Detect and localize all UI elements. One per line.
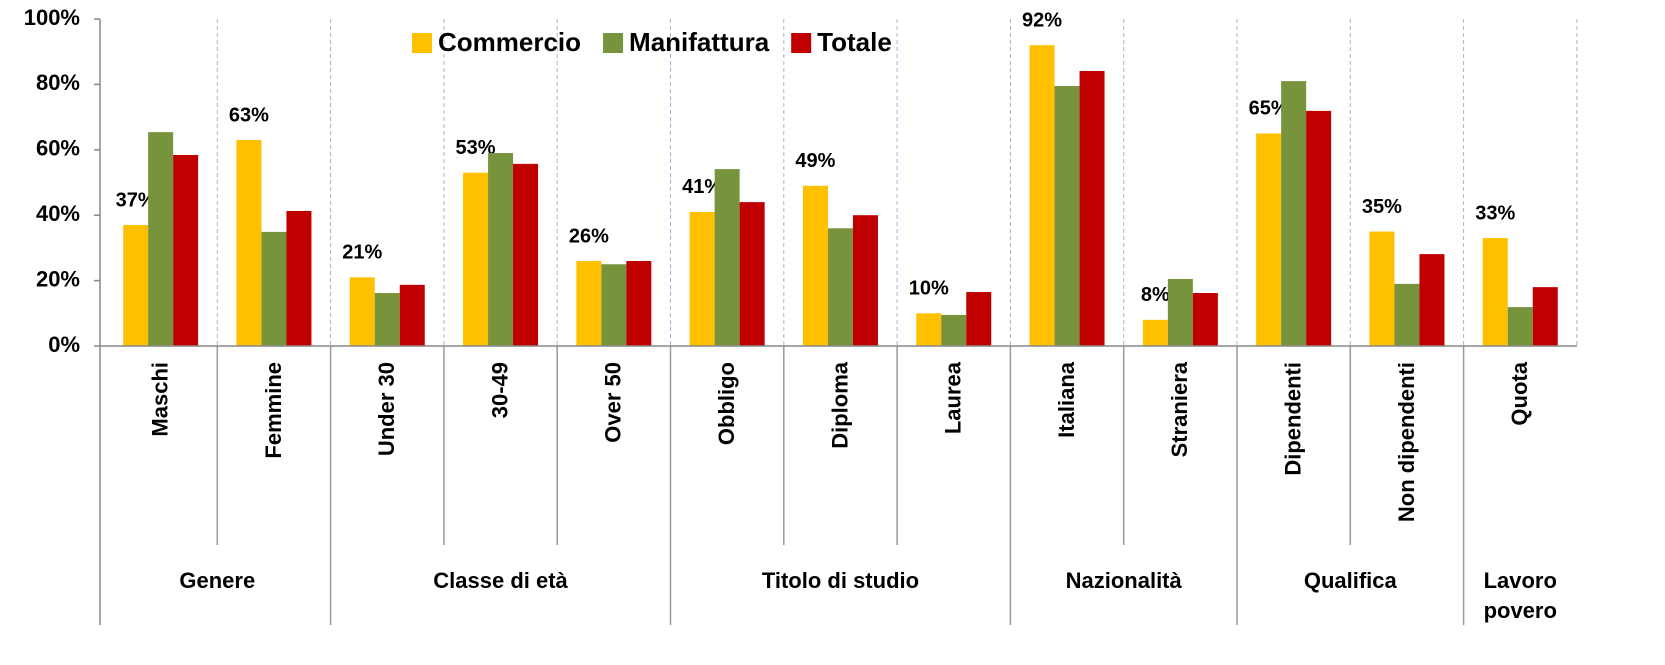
x-tick-label: Dipendenti <box>1280 362 1305 476</box>
x-tick-label: Maschi <box>147 362 172 437</box>
bar <box>827 228 853 346</box>
x-tick-label: Over 50 <box>601 362 626 443</box>
data-label: 8% <box>1141 284 1170 306</box>
bar <box>148 132 174 346</box>
bar <box>1054 86 1080 346</box>
bar <box>374 293 400 346</box>
data-label: 37% <box>116 189 156 211</box>
x-tick-label: Obbligo <box>714 362 739 445</box>
group-label: Titolo di studio <box>761 568 920 593</box>
bar <box>1281 81 1307 346</box>
bar <box>626 260 652 346</box>
x-tick-label: Under 30 <box>374 362 399 456</box>
bar <box>1507 307 1533 346</box>
bar <box>1167 278 1193 346</box>
y-tick-label: 0% <box>48 332 80 357</box>
bar <box>1482 238 1508 346</box>
bar <box>689 211 715 346</box>
data-label: 92% <box>1022 9 1062 31</box>
data-label: 63% <box>229 104 269 126</box>
bar <box>261 231 287 346</box>
group-label: Qualifica <box>1303 568 1397 593</box>
data-label: 35% <box>1362 196 1402 218</box>
legend-label: Commercio <box>438 27 581 57</box>
bar <box>941 314 967 346</box>
bar <box>1419 254 1445 346</box>
bar <box>123 225 149 346</box>
group-label: Nazionalità <box>1065 568 1182 593</box>
data-label: 10% <box>909 278 949 300</box>
bar <box>286 210 312 346</box>
bar <box>173 155 199 346</box>
legend-label: Manifattura <box>629 27 770 57</box>
bar <box>714 169 740 346</box>
x-tick-label: Straniera <box>1167 361 1192 457</box>
bar <box>852 215 878 346</box>
bar <box>1532 287 1558 346</box>
bar <box>488 153 514 346</box>
bar <box>1306 110 1332 347</box>
data-label: 65% <box>1249 98 1289 120</box>
data-label: 21% <box>342 242 382 264</box>
data-label: 26% <box>569 225 609 247</box>
bar <box>916 313 942 346</box>
legend-swatch <box>412 33 432 53</box>
bar <box>463 172 489 346</box>
bar <box>513 163 539 346</box>
bar <box>1192 293 1218 346</box>
bar <box>236 139 262 346</box>
bar <box>1029 45 1055 346</box>
bar <box>1394 283 1420 346</box>
data-label: 33% <box>1475 202 1515 224</box>
bar <box>1256 133 1282 346</box>
y-tick-label: 100% <box>24 5 80 30</box>
y-tick-label: 20% <box>36 266 80 291</box>
x-tick-label: 30-49 <box>487 362 512 418</box>
y-tick-label: 40% <box>36 201 80 226</box>
legend-swatch <box>603 33 624 53</box>
bar <box>349 277 375 346</box>
legend-swatch <box>791 33 812 53</box>
x-tick-label: Diploma <box>827 361 852 449</box>
bar <box>966 292 992 346</box>
data-label: 49% <box>795 150 835 172</box>
data-label: 53% <box>456 137 496 159</box>
bar <box>399 284 425 346</box>
data-label: 41% <box>682 176 722 198</box>
bar <box>802 185 828 346</box>
y-tick-label: 60% <box>36 136 80 161</box>
bar <box>1142 319 1168 346</box>
bar <box>1079 70 1105 347</box>
group-label: Lavoro povero <box>1483 568 1557 623</box>
legend-label: Totale <box>817 27 892 57</box>
bar <box>739 202 765 346</box>
y-tick-label: 80% <box>36 70 80 95</box>
x-tick-label: Quota <box>1507 361 1532 425</box>
x-tick-label: Non dipendenti <box>1394 362 1419 522</box>
group-label: Genere <box>179 568 256 593</box>
x-tick-label: Femmine <box>261 362 286 459</box>
bar <box>576 260 602 346</box>
x-tick-label: Laurea <box>941 361 966 434</box>
x-tick-label: Italiana <box>1054 361 1079 438</box>
bar <box>1369 231 1395 346</box>
bar <box>601 264 627 346</box>
group-label: Classe di età <box>433 568 568 593</box>
